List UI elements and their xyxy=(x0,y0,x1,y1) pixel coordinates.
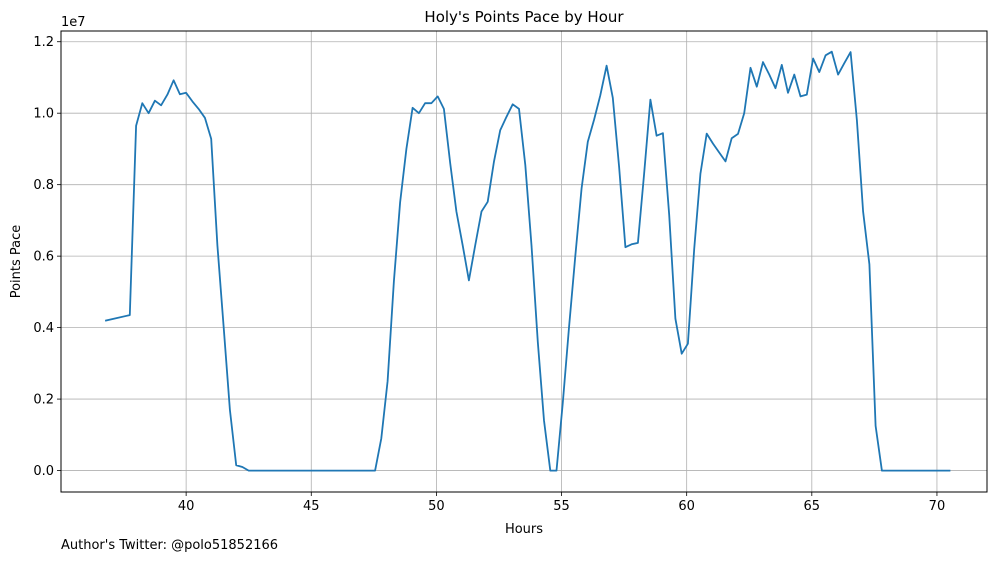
y-tick-label: 0.8 xyxy=(33,178,54,193)
axes-ticks: 40 45 50 55 60 65 70 0.0 0.2 0.4 0.6 0.8 1.0 1.2 xyxy=(33,35,945,514)
x-tick-label: 40 xyxy=(178,499,195,514)
x-tick-label: 55 xyxy=(553,499,570,514)
y-tick-label: 0.6 xyxy=(33,250,54,265)
y-tick-label: 0.0 xyxy=(33,464,54,479)
x-tick-label: 45 xyxy=(303,499,320,514)
author-credit: Author's Twitter: @polo51852166 xyxy=(61,538,279,553)
y-axis-offset-label: 1e7 xyxy=(61,15,86,30)
y-tick-label: 1.0 xyxy=(33,107,54,122)
chart-title: Holy's Points Pace by Hour xyxy=(424,8,624,26)
y-tick-label: 1.2 xyxy=(33,35,54,50)
series-line xyxy=(104,50,951,472)
x-tick-label: 60 xyxy=(678,499,695,514)
y-axis-label: Points Pace xyxy=(9,225,24,299)
x-axis-label: Hours xyxy=(505,522,543,537)
grid xyxy=(61,31,987,492)
y-tick-label: 0.2 xyxy=(33,393,54,408)
x-tick-label: 50 xyxy=(428,499,445,514)
x-tick-label: 70 xyxy=(929,499,946,514)
y-tick-label: 0.4 xyxy=(33,321,54,336)
x-tick-label: 65 xyxy=(804,499,821,514)
series-layer xyxy=(104,50,951,472)
plot-frame xyxy=(60,30,988,493)
